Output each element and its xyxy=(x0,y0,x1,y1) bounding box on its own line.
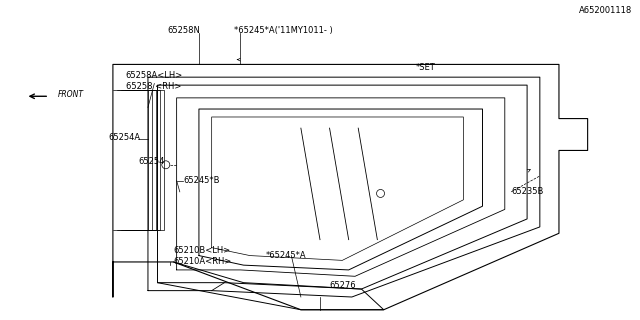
Text: 65254A: 65254A xyxy=(108,133,141,142)
Text: 65258N: 65258N xyxy=(167,27,200,36)
Text: 65258A<LH>: 65258A<LH> xyxy=(125,71,183,80)
Text: 65254: 65254 xyxy=(138,157,164,166)
Text: 65258 <RH>: 65258 <RH> xyxy=(125,82,181,91)
Text: 65276: 65276 xyxy=(329,281,356,290)
Text: *65245*A('11MY1011- ): *65245*A('11MY1011- ) xyxy=(234,27,333,36)
Text: 65210A<RH>: 65210A<RH> xyxy=(173,258,232,267)
Text: 65245*B: 65245*B xyxy=(183,176,220,185)
Text: *SET: *SET xyxy=(415,63,435,72)
Text: *65245*A: *65245*A xyxy=(266,251,307,260)
Text: 65235B: 65235B xyxy=(511,188,543,196)
Text: FRONT: FRONT xyxy=(58,90,83,99)
Text: A652001118: A652001118 xyxy=(579,6,632,15)
Text: 65210B<LH>: 65210B<LH> xyxy=(173,246,230,255)
